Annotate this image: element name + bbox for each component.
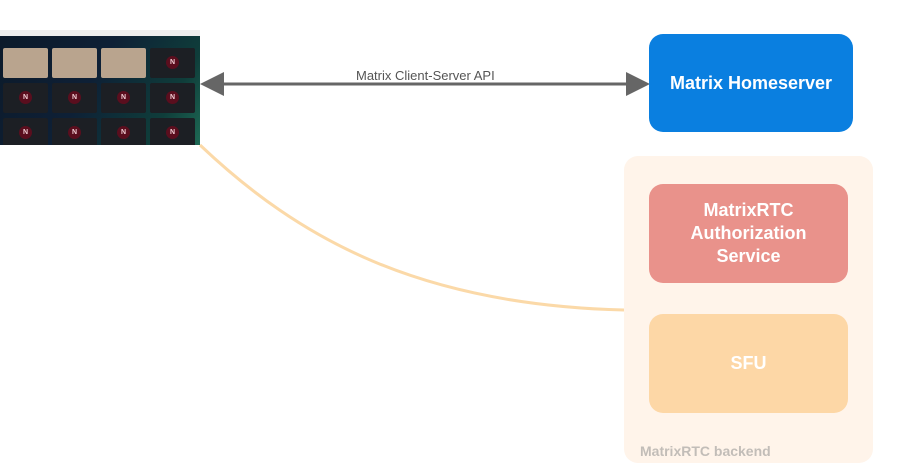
sfu-node: SFU [649,314,848,413]
avatar-initial: N [117,91,130,104]
video-tile [101,48,146,78]
avatar-tile: N [52,83,97,113]
avatar-tile: N [52,118,97,145]
avatar-tile: N [150,48,195,78]
avatar-tile: N [101,83,146,113]
avatar-initial: N [68,126,81,139]
backend-group-label: MatrixRTC backend [640,443,771,459]
avatar-initial: N [166,91,179,104]
video-tile [3,48,48,78]
sfu-connection-curve [198,143,625,312]
avatar-tile: N [150,83,195,113]
avatar-initial: N [19,126,32,139]
browser-bar [0,30,200,36]
avatar-initial: N [166,56,179,69]
avatar-initial: N [166,126,179,139]
avatar-initial: N [19,91,32,104]
avatar-tile: N [150,118,195,145]
call-screenshot-thumbnail: N N N N N N N N N [0,30,200,145]
client-server-api-label: Matrix Client-Server API [356,68,495,83]
avatar-tile: N [3,83,48,113]
matrixrtc-authorization-service-node: MatrixRTC Authorization Service [649,184,848,283]
avatar-tile: N [3,118,48,145]
avatar-tile: N [101,118,146,145]
avatar-initial: N [117,126,130,139]
video-tile [52,48,97,78]
avatar-initial: N [68,91,81,104]
matrix-homeserver-node: Matrix Homeserver [649,34,853,132]
